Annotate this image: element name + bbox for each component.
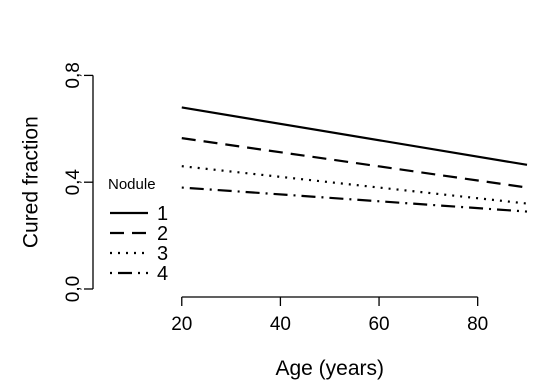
series-line-4: [181, 186, 528, 213]
series-layer: [181, 106, 528, 213]
y-tick-label: 0,0: [63, 276, 84, 302]
x-axis: 20 40 60 80: [171, 296, 488, 335]
y-tick-label: 0,8: [63, 62, 84, 88]
x-tick-label: 80: [467, 314, 488, 335]
series-line-1: [181, 106, 528, 166]
legend-title: Nodule: [108, 176, 156, 193]
x-tick-label: 40: [270, 314, 291, 335]
legend-label-4: 4: [157, 263, 168, 285]
legend-label-2: 2: [157, 223, 168, 245]
series-line-3: [181, 165, 528, 205]
x-tick-label: 60: [368, 314, 389, 335]
x-tick-label: 20: [171, 314, 192, 335]
y-axis-title: Cured fraction: [20, 116, 43, 248]
y-tick-label: 0,4: [63, 169, 84, 196]
series-line-2: [181, 137, 528, 189]
legend-label-3: 3: [157, 243, 168, 265]
y-axis: 0,0 0,4 0,8: [63, 62, 94, 302]
legend-label-1: 1: [157, 203, 168, 225]
x-axis-title: Age (years): [275, 357, 384, 380]
